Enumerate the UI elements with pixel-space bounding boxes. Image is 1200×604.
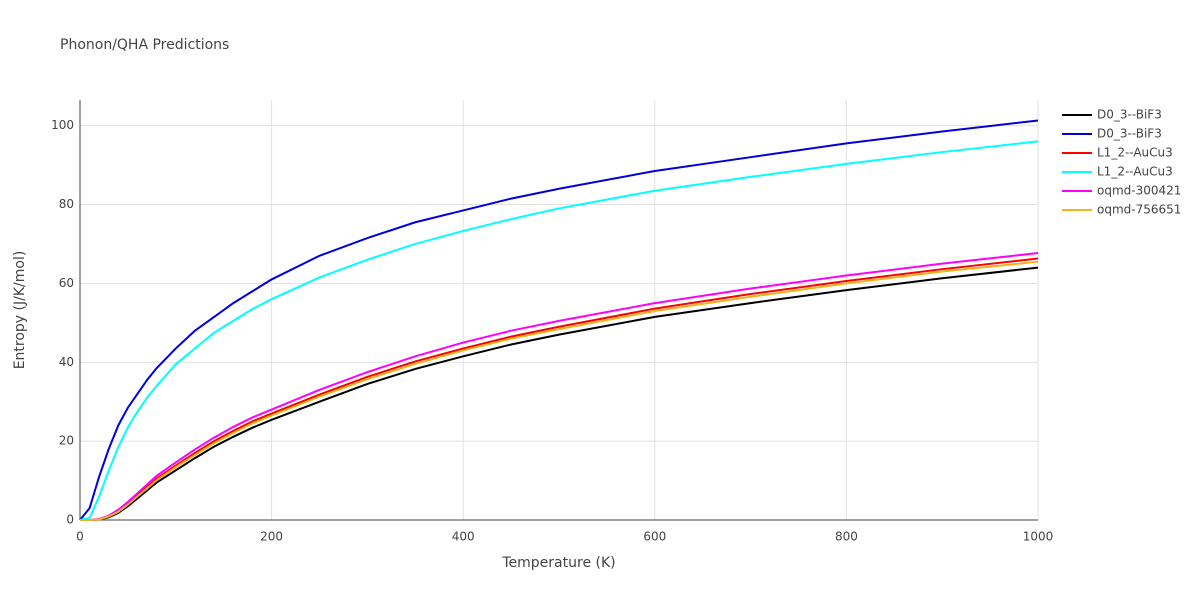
y-tick-label: 100 xyxy=(51,118,74,132)
x-tick-label: 800 xyxy=(835,530,858,544)
y-tick-label: 80 xyxy=(59,197,74,211)
series-line xyxy=(79,140,1039,521)
legend-label: L1_2--AuCu3 xyxy=(1097,146,1173,160)
legend-label: D0_3--BiF3 xyxy=(1097,127,1162,141)
x-tick-label: 600 xyxy=(643,530,666,544)
legend-label: oqmd-300421 xyxy=(1097,184,1181,198)
y-tick-label: 60 xyxy=(59,276,74,290)
legend-label: oqmd-756651 xyxy=(1097,203,1181,217)
series-line xyxy=(80,266,1039,521)
y-axis-title: Entropy (J/K/mol) xyxy=(12,251,28,370)
x-axis-title: Temperature (K) xyxy=(501,555,615,571)
legend-label: D0_3--BiF3 xyxy=(1097,108,1162,122)
y-tick-label: 20 xyxy=(59,434,74,448)
y-tick-label: 40 xyxy=(59,355,74,369)
legend-label: L1_2--AuCu3 xyxy=(1097,165,1173,179)
series-line xyxy=(80,252,1039,521)
series-line xyxy=(80,257,1039,521)
x-tick-label: 1000 xyxy=(1023,530,1054,544)
x-tick-label: 400 xyxy=(452,530,475,544)
series-line xyxy=(79,119,1039,521)
y-tick-label: 0 xyxy=(66,513,74,527)
x-tick-label: 200 xyxy=(260,530,283,544)
series-line xyxy=(80,260,1039,521)
chart-title: Phonon/QHA Predictions xyxy=(60,37,229,53)
x-tick-label: 0 xyxy=(76,530,84,544)
